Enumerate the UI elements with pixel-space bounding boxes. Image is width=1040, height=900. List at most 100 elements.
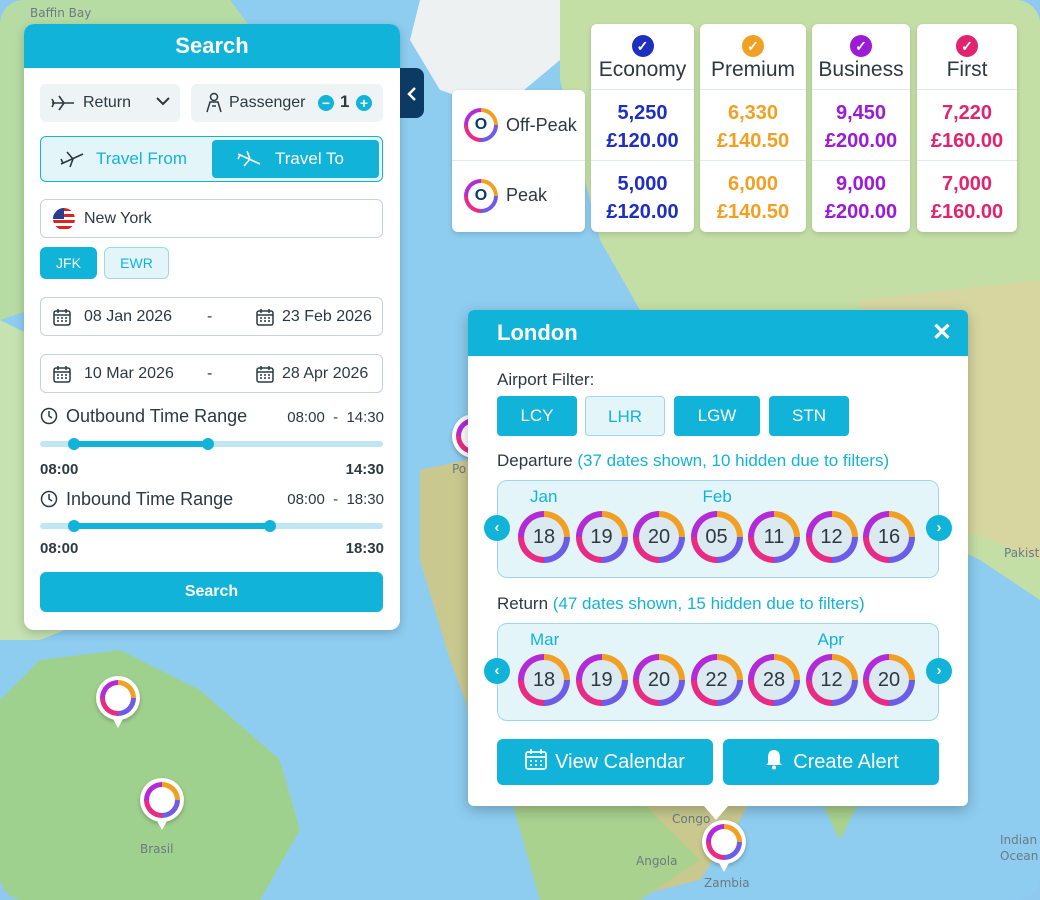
- fare-points: 9,000: [835, 173, 887, 195]
- city-input[interactable]: New York: [40, 199, 383, 238]
- check-icon: ✓: [631, 35, 654, 57]
- destination-popup: London ✕ Airport Filter: LCY LHR LGW STN…: [468, 310, 968, 820]
- filter-stn[interactable]: STN: [769, 396, 849, 436]
- decrease-passenger-button[interactable]: −: [318, 95, 334, 111]
- outbound-slider[interactable]: [40, 438, 383, 450]
- outbound-slider-start-handle[interactable]: [68, 438, 81, 450]
- check-icon: ✓: [956, 35, 978, 57]
- bell-icon: [763, 748, 785, 776]
- offpeak-logo-icon: O: [464, 108, 498, 142]
- fare-cell-offpeak: 9,450 £200.00: [812, 90, 910, 160]
- fare-row-headers: O Off-Peak O Peak: [452, 90, 585, 232]
- airport-filter-label: Airport Filter:: [497, 370, 595, 389]
- airport-chip-jfk[interactable]: JFK: [40, 247, 97, 279]
- month-label: Apr: [817, 630, 844, 649]
- passenger-selector: Passenger − 1 +: [191, 84, 383, 122]
- clock-icon: [40, 490, 58, 513]
- filter-lhr[interactable]: LHR: [585, 396, 665, 436]
- fare-column-first[interactable]: ✓ First 7,220 £160.00 7,000 £160.00: [917, 24, 1017, 232]
- map-pin[interactable]: [96, 676, 140, 728]
- travel-from-tab[interactable]: Travel From: [41, 137, 211, 181]
- return-date-button[interactable]: 19: [575, 654, 628, 706]
- increase-passenger-button[interactable]: +: [356, 95, 372, 111]
- trip-type-select[interactable]: Return: [40, 84, 180, 122]
- fare-price: £160.00: [930, 201, 1004, 223]
- fare-cell-peak: 9,000 £200.00: [812, 160, 910, 230]
- departure-date-button[interactable]: 11: [748, 511, 800, 563]
- inbound-slider-end-handle[interactable]: [263, 520, 276, 532]
- date-number: 19: [581, 660, 622, 700]
- fare-column-premium[interactable]: ✓ Premium 6,330 £140.50 6,000 £140.50: [700, 24, 806, 232]
- fare-cell-offpeak: 5,250 £120.00: [591, 90, 694, 160]
- outbound-time-label: Outbound Time Range: [66, 406, 248, 426]
- outbound-slider-fill: [74, 441, 209, 447]
- calendar-icon: [53, 308, 71, 331]
- date-from: 10 Mar 2026: [84, 365, 174, 382]
- return-date-button[interactable]: 20: [863, 654, 915, 706]
- departure-next-button[interactable]: ›: [926, 515, 952, 541]
- return-date-button[interactable]: 20: [633, 654, 685, 706]
- fare-cell-peak: 5,000 £120.00: [591, 160, 694, 230]
- fare-cell-peak: 6,000 £140.50: [700, 160, 806, 230]
- fare-column-economy[interactable]: ✓ Economy 5,250 £120.00 5,000 £120.00: [591, 24, 694, 232]
- date-number: 20: [639, 517, 679, 557]
- fare-column-business[interactable]: ✓ Business 9,450 £200.00 9,000 £200.00: [812, 24, 910, 232]
- departure-date-button[interactable]: 20: [633, 511, 685, 563]
- view-calendar-label: View Calendar: [555, 750, 685, 773]
- date-number: 05: [696, 517, 737, 557]
- travel-to-tab[interactable]: Travel To: [212, 140, 379, 178]
- month-label: Mar: [530, 630, 560, 649]
- create-alert-button[interactable]: Create Alert: [723, 739, 939, 785]
- date-range-outbound[interactable]: 08 Jan 2026 - 23 Feb 2026: [40, 297, 383, 336]
- departure-date-button[interactable]: 05: [690, 511, 743, 563]
- date-number: 20: [639, 660, 679, 700]
- return-date-button[interactable]: 12: [805, 654, 858, 706]
- check-icon: ✓: [850, 35, 872, 57]
- search-panel-title: Search: [24, 24, 400, 68]
- airport-chip-ewr[interactable]: EWR: [104, 247, 169, 279]
- fare-cell-offpeak: 7,220 £160.00: [917, 90, 1017, 160]
- inbound-slider-fill: [74, 523, 270, 529]
- return-date-button[interactable]: 28: [748, 654, 800, 706]
- fare-row-offpeak: O Off-Peak: [452, 90, 585, 160]
- month-label: Jan: [530, 487, 558, 506]
- outbound-max-label: 14:30: [345, 461, 384, 478]
- departure-date-button[interactable]: 16: [863, 511, 915, 563]
- airplane-icon: [50, 94, 76, 117]
- return-date-button[interactable]: 22: [690, 654, 743, 706]
- inbound-slider-start-handle[interactable]: [68, 520, 81, 532]
- collapse-panel-button[interactable]: [400, 68, 424, 118]
- return-prev-button[interactable]: ‹: [484, 658, 510, 684]
- calendar-icon: [525, 748, 548, 776]
- return-date-button[interactable]: 18: [518, 654, 570, 706]
- outbound-slider-end-handle[interactable]: [202, 438, 215, 450]
- date-number: 22: [696, 660, 737, 700]
- map-pin-london-destination[interactable]: [702, 820, 746, 872]
- departure-date-button[interactable]: 18: [518, 511, 570, 563]
- fare-row-label: Peak: [506, 185, 548, 205]
- filter-lgw[interactable]: LGW: [674, 396, 760, 436]
- date-from: 08 Jan 2026: [84, 308, 173, 325]
- view-calendar-button[interactable]: View Calendar: [497, 739, 713, 785]
- departure-date-button[interactable]: 12: [805, 511, 858, 563]
- departure-prev-button[interactable]: ‹: [484, 515, 510, 541]
- departure-note: (37 dates shown, 10 hidden due to filter…: [577, 451, 890, 470]
- date-range-return[interactable]: 10 Mar 2026 - 28 Apr 2026: [40, 354, 383, 393]
- close-icon[interactable]: ✕: [931, 319, 952, 346]
- map-label: Zambia: [704, 876, 750, 890]
- peak-logo-icon: O: [464, 178, 498, 213]
- inbound-min-label: 08:00: [40, 540, 79, 557]
- calendar-icon: [53, 365, 71, 388]
- map-pin[interactable]: [140, 778, 184, 830]
- us-flag-icon: [53, 208, 75, 230]
- search-button[interactable]: Search: [40, 572, 383, 612]
- fare-points: 6,330: [727, 102, 779, 124]
- inbound-slider[interactable]: [40, 520, 383, 532]
- filter-lcy[interactable]: LCY: [497, 396, 577, 436]
- departure-date-button[interactable]: 19: [575, 511, 628, 563]
- return-note: (47 dates shown, 15 hidden due to filter…: [552, 594, 865, 613]
- return-next-button[interactable]: ›: [926, 658, 952, 684]
- departing-plane-icon: [59, 149, 85, 174]
- date-number: 16: [869, 517, 909, 557]
- city-value: New York: [84, 210, 152, 227]
